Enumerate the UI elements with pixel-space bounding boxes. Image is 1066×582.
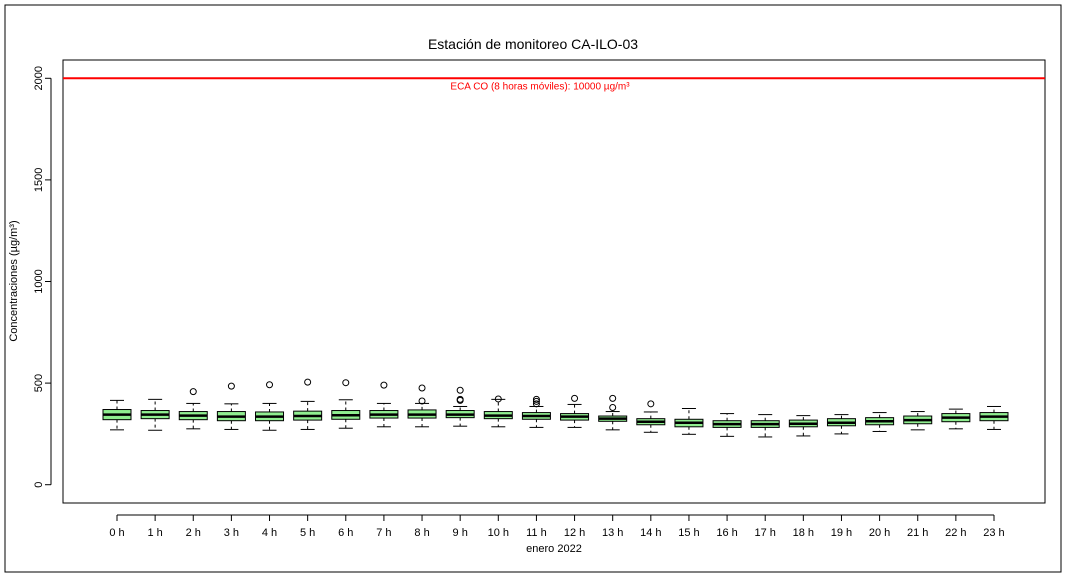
outlier [380,381,388,389]
outlier [532,400,540,408]
x-axis-label: enero 2022 [526,543,582,555]
outlier [418,384,426,392]
x-tick-label: 3 h [224,527,239,539]
x-tick-label: 1 h [147,527,162,539]
x-tick-label: 22 h [945,527,966,539]
y-tick-label: 500 [33,374,45,392]
outlier [609,403,617,411]
y-tick-label: 1500 [33,168,45,192]
outlier [189,388,197,396]
x-tick-label: 17 h [754,527,775,539]
x-tick-label: 13 h [602,527,623,539]
outlier [571,394,579,402]
outlier [456,396,464,404]
x-tick-label: 11 h [526,527,547,539]
chart-title: Estación de monitoreo CA-ILO-03 [428,36,638,52]
outlier [456,386,464,394]
outlier [647,400,655,408]
outlier [227,382,235,390]
outlier [304,378,312,386]
x-tick-label: 16 h [716,527,737,539]
x-tick-label: 20 h [869,527,890,539]
outlier [532,397,540,405]
y-tick-label: 0 [33,482,45,488]
x-tick-label: 23 h [983,527,1004,539]
plot-frame [62,59,1046,504]
x-tick-label: 14 h [640,527,661,539]
x-tick-label: 4 h [262,527,277,539]
outlier [494,395,502,403]
outer-frame [4,4,1062,573]
outlier [532,395,540,403]
x-tick-label: 19 h [831,527,852,539]
y-tick-label: 2000 [33,66,45,90]
x-tick-label: 10 h [488,527,509,539]
x-tick-label: 21 h [907,527,928,539]
outlier [609,394,617,402]
outlier [342,379,350,387]
y-axis-label: Concentraciones (µg/m³) [8,220,20,341]
outlier [266,381,274,389]
x-tick-label: 6 h [338,527,353,539]
x-tick-label: 8 h [414,527,429,539]
x-tick-label: 0 h [109,527,124,539]
y-tick-label: 1000 [33,269,45,293]
x-tick-label: 5 h [300,527,315,539]
x-tick-label: 15 h [678,527,699,539]
reference-label: ECA CO (8 horas móviles): 10000 µg/m³ [450,81,630,92]
x-tick-label: 2 h [186,527,201,539]
x-tick-label: 9 h [453,527,468,539]
x-tick-label: 18 h [793,527,814,539]
outlier [418,397,426,405]
x-tick-label: 7 h [376,527,391,539]
x-tick-label: 12 h [564,527,585,539]
